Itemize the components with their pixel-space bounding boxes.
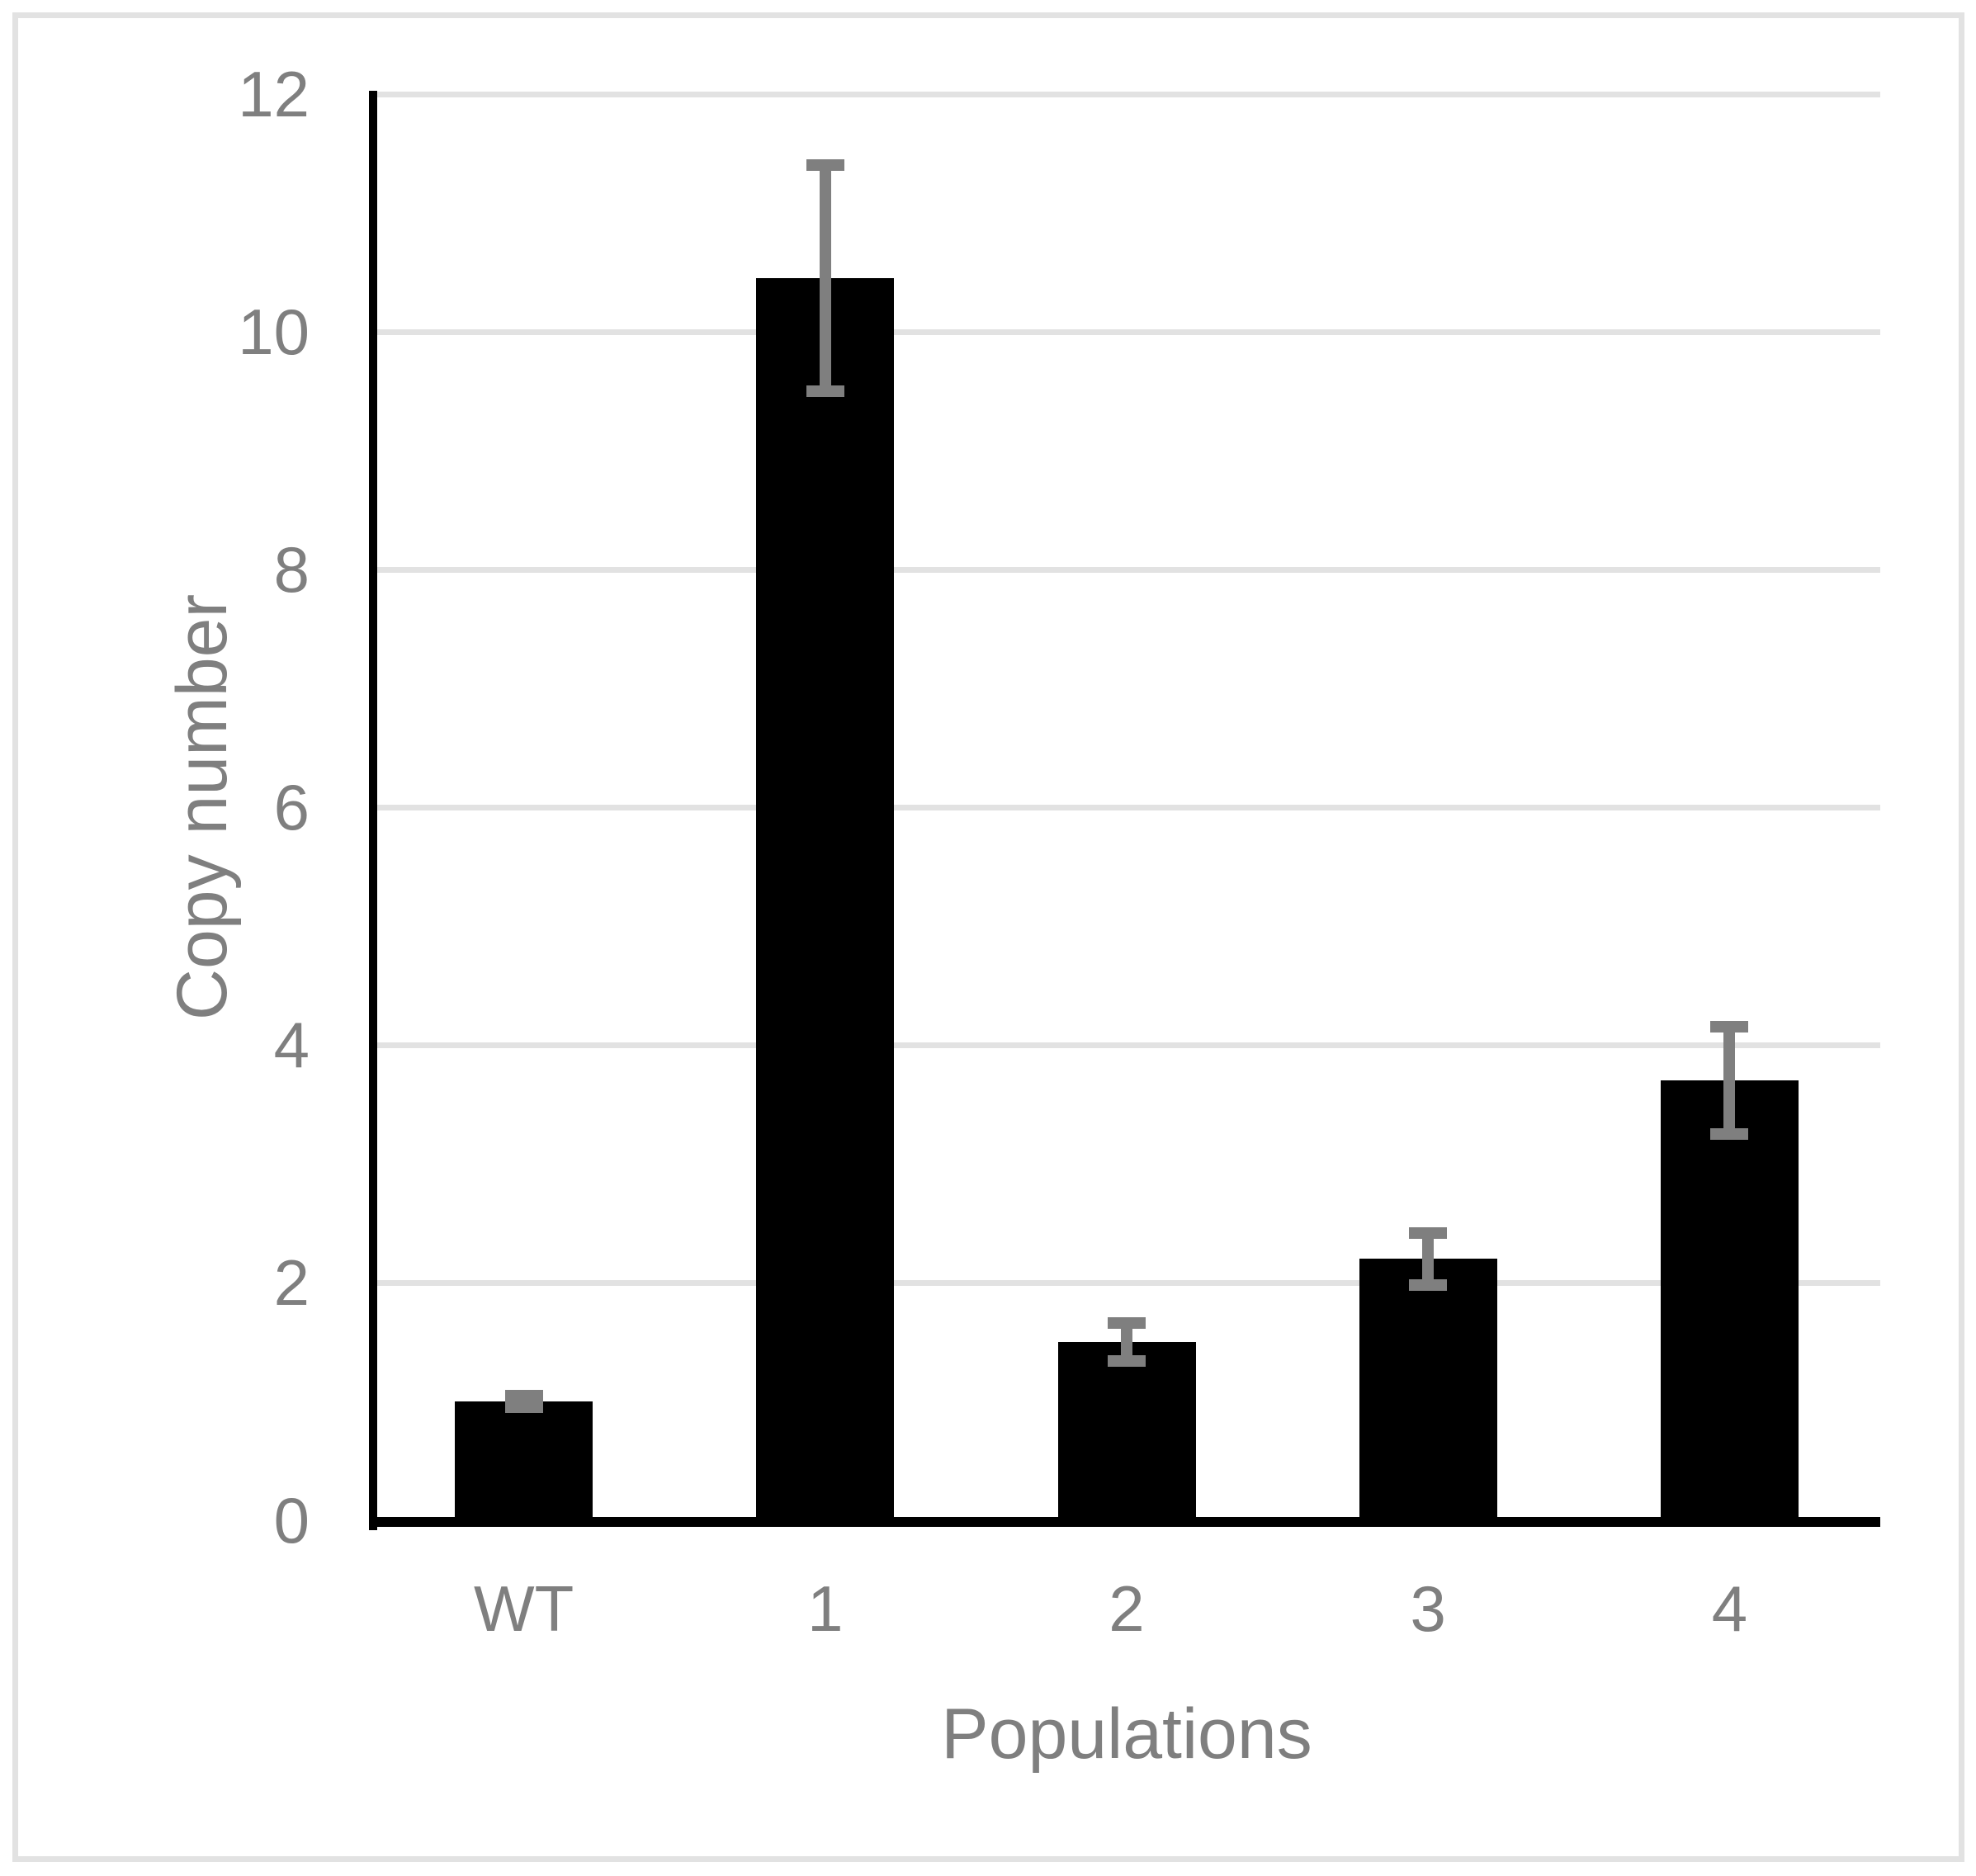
bar-1 bbox=[756, 278, 895, 1519]
x-tick-label-3: 3 bbox=[1410, 1572, 1446, 1645]
error-bar-cap-bottom-4 bbox=[1710, 1128, 1749, 1140]
error-bar-cap-top-3 bbox=[1409, 1226, 1448, 1239]
error-bar-cap-top-2 bbox=[1108, 1316, 1146, 1329]
bar-wt bbox=[455, 1401, 593, 1519]
gridline-y-12 bbox=[373, 92, 1880, 97]
error-bar-stem-2 bbox=[1121, 1322, 1132, 1362]
chart-frame-border bbox=[12, 12, 1964, 1862]
error-bar-cap-top-wt bbox=[504, 1389, 543, 1401]
error-bar-stem-4 bbox=[1723, 1027, 1736, 1134]
x-axis-title: Populations bbox=[941, 1694, 1312, 1774]
y-tick-label-8: 8 bbox=[273, 533, 310, 606]
x-tick-label-4: 4 bbox=[1711, 1572, 1748, 1645]
y-tick-label-0: 0 bbox=[273, 1484, 310, 1557]
error-bar-cap-bottom-2 bbox=[1108, 1355, 1146, 1368]
x-axis-line bbox=[369, 1517, 1880, 1527]
y-axis-line bbox=[369, 91, 377, 1530]
gridline-y-10 bbox=[373, 329, 1880, 335]
error-bar-cap-top-1 bbox=[806, 159, 844, 172]
x-tick-label-2: 2 bbox=[1109, 1572, 1145, 1645]
error-bar-cap-bottom-wt bbox=[504, 1401, 543, 1414]
y-tick-label-12: 12 bbox=[238, 58, 310, 130]
error-bar-stem-1 bbox=[819, 165, 831, 391]
y-tick-label-2: 2 bbox=[273, 1246, 310, 1319]
y-tick-label-10: 10 bbox=[238, 295, 310, 368]
error-bar-cap-bottom-3 bbox=[1409, 1278, 1448, 1291]
error-bar-cap-top-4 bbox=[1710, 1021, 1749, 1033]
y-tick-label-6: 6 bbox=[273, 771, 310, 843]
x-tick-label-1: 1 bbox=[807, 1572, 844, 1645]
error-bar-stem-3 bbox=[1422, 1232, 1435, 1285]
gridline-y-4 bbox=[373, 1042, 1880, 1048]
y-tick-label-4: 4 bbox=[273, 1009, 310, 1081]
gridline-y-8 bbox=[373, 567, 1880, 573]
error-bar-cap-bottom-1 bbox=[806, 385, 844, 397]
y-axis-title-text: Copy number bbox=[163, 593, 242, 1021]
bar-4 bbox=[1660, 1080, 1799, 1519]
gridline-y-6 bbox=[373, 805, 1880, 810]
gridline-y-2 bbox=[373, 1280, 1880, 1286]
x-tick-label-wt: WT bbox=[473, 1572, 574, 1645]
bar-2 bbox=[1057, 1342, 1196, 1519]
bar-3 bbox=[1359, 1259, 1497, 1519]
